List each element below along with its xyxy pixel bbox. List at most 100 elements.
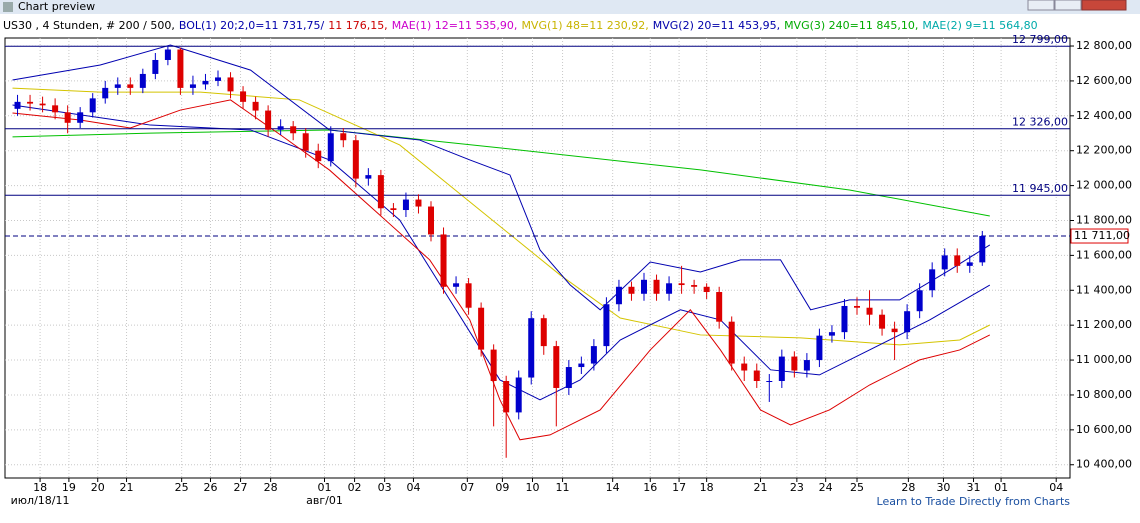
header-item: MVG(1) 48=11 230,92, [521,19,648,32]
header-item: BOL(1) 20;2,0=11 731,75/ [179,19,325,32]
candle-body [578,363,585,368]
level-label: 12 799,00 [1012,33,1068,46]
x-tick-label: 21 [120,481,134,494]
month-label: июл/18/11 [11,494,70,507]
x-tick-label: 01 [318,481,332,494]
y-tick-label: 11 000,00 [1076,353,1132,366]
candle-body [879,314,886,329]
y-tick-label: 12 600,00 [1076,74,1132,87]
candle-body [77,112,84,123]
candle-body [290,126,297,134]
candle-body [39,103,46,106]
candle-body [27,101,34,104]
candle-body [904,311,911,333]
candle-body [315,150,322,162]
candle-body [277,126,284,130]
candle-body [979,236,986,263]
header-item: MVG(2) 20=11 453,95, [653,19,780,32]
y-tick-label: 11 400,00 [1076,283,1132,296]
current-price-box [1070,228,1129,244]
candle-body [854,305,860,308]
level-label: 12 326,00 [1012,116,1068,129]
candle-body [352,140,359,179]
candle-body [265,110,272,130]
candle-body [929,269,936,291]
x-tick-label: 24 [819,481,833,494]
x-tick-label: 30 [936,481,950,494]
indicator-line [12,44,991,311]
candle-body [816,335,823,361]
x-tick-label: 14 [606,481,620,494]
y-tick-label: 11 600,00 [1076,248,1132,261]
candle-body [327,133,334,162]
candle-body [365,175,372,179]
candle-body [603,304,610,347]
current-price-label: 11 711,00 [1074,229,1130,242]
candle-body [703,286,710,293]
level-label: 11 945,00 [1012,182,1068,195]
candle-body [954,255,961,266]
maximize-button[interactable] [1054,0,1082,11]
candle-body [252,101,259,111]
candle-body [189,84,196,88]
candle-body [227,77,234,92]
candle-body [340,133,347,141]
help-link[interactable]: Learn to Trade Directly from Charts [877,495,1071,508]
close-button[interactable] [1081,0,1127,11]
x-tick-label: 04 [1049,481,1063,494]
candle-body [453,283,460,287]
candle-body [615,286,622,305]
x-tick-label: 17 [672,481,686,494]
candle-body [177,49,184,88]
x-tick-label: 23 [790,481,804,494]
x-tick-label: 09 [495,481,509,494]
candle-body [628,286,635,294]
candle-body [14,101,21,109]
candle-body [866,307,873,315]
x-tick-label: 21 [754,481,768,494]
candle-body [139,73,146,88]
y-tick-label: 10 600,00 [1076,423,1132,436]
x-tick-label: 19 [62,481,76,494]
header-item: US30 , 4 Stunden, # 200 / 500, [3,19,175,32]
header-item: MVG(3) 240=11 845,10, [784,19,918,32]
candle-body [515,377,522,413]
y-tick-label: 10 800,00 [1076,388,1132,401]
candle-body [728,321,735,364]
candle-body [778,356,785,381]
plot-area [4,37,1071,479]
x-tick-label: 25 [175,481,189,494]
candle-body [465,283,472,308]
minimize-button[interactable] [1027,0,1055,11]
candle-body [678,283,685,286]
header-item: MAE(2) 9=11 564,80 [922,19,1037,32]
x-tick-label: 18 [700,481,714,494]
candle-body [691,285,698,287]
candle-body [916,290,923,312]
candle-body [891,328,898,333]
candle-body [966,262,973,266]
x-tick-label: 03 [378,481,392,494]
candle-body [428,206,434,235]
candle-body [653,279,660,294]
header: US30 , 4 Stunden, # 200 / 500, BOL(1) 20;… [3,19,1038,32]
y-tick-label: 11 200,00 [1076,318,1132,331]
candle-body [415,199,422,207]
window-icon [3,2,13,12]
candle-body [490,349,497,381]
y-tick-label: 12 200,00 [1076,144,1132,157]
x-tick-label: 26 [203,481,217,494]
candle-body [941,255,948,270]
candle-body [102,87,109,99]
month-label: авг/01 [306,494,343,507]
candle-body [114,84,121,88]
header-item: 11 176,15, [328,19,387,32]
candle-body [127,84,134,88]
indicator-line [12,99,991,441]
header-item: MAE(1) 12=11 535,90, [392,19,518,32]
x-tick-label: 28 [264,481,278,494]
candle-body [152,59,159,74]
x-tick-label: 20 [91,481,105,494]
x-tick-label: 01 [994,481,1008,494]
